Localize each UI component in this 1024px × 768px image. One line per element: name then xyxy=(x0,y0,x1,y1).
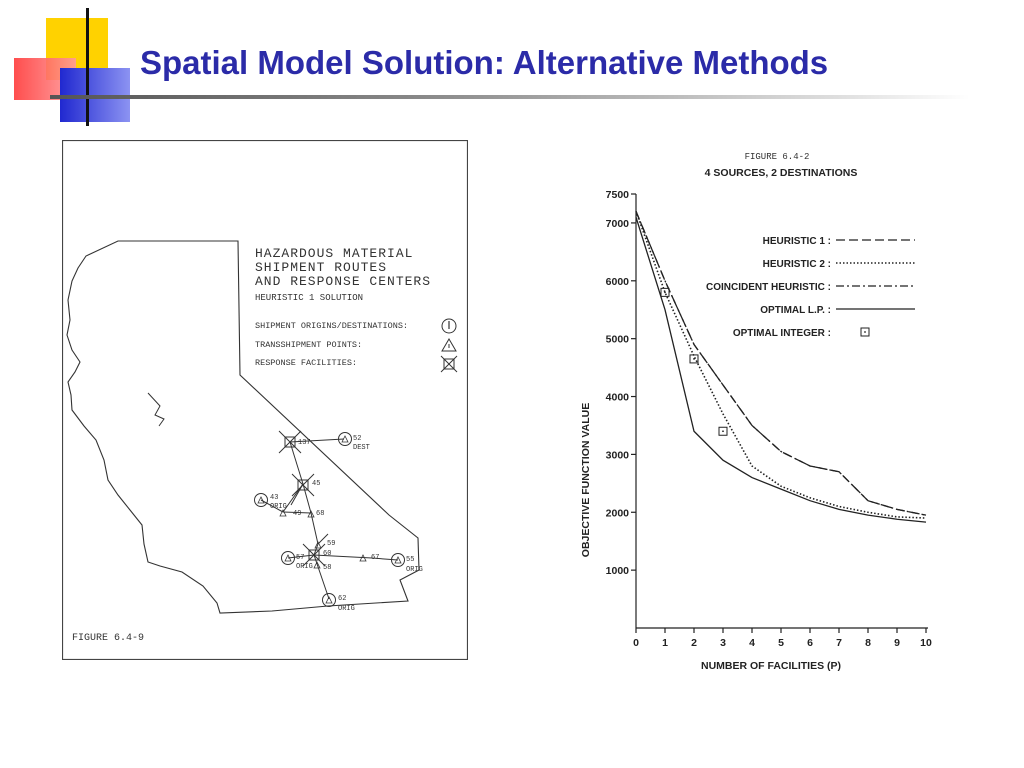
y-axis-label: OBJECTIVE FUNCTION VALUE xyxy=(580,403,592,557)
node-49-label: 49 xyxy=(293,510,301,518)
title-underline xyxy=(50,95,970,99)
y-tick-label: 6000 xyxy=(606,276,630,288)
triangle-icon xyxy=(441,338,457,352)
x-tick-label: 9 xyxy=(894,637,900,649)
node-57-orig-label: ORIG xyxy=(296,563,313,571)
slide-title: Spatial Model Solution: Alternative Meth… xyxy=(140,44,829,81)
legend-transshipment-label: TRANSSHIPMENT POINTS: xyxy=(255,340,362,350)
x-tick-label: 3 xyxy=(720,637,726,649)
transship-67 xyxy=(359,554,367,562)
legend-label: COINCIDENT HEURISTIC : xyxy=(706,282,831,293)
optimal-integer-point xyxy=(689,354,699,364)
response-facility-45 xyxy=(291,473,315,497)
x-ticks: 0 1 2 3 4 5 6 7 8 9 10 xyxy=(633,628,932,649)
cross-box-icon xyxy=(440,355,458,373)
x-tick-label: 0 xyxy=(633,637,639,649)
legend-swatch-optimal-integer xyxy=(860,327,870,337)
x-tick-label: 5 xyxy=(778,637,784,649)
node-62-orig-label: ORIG xyxy=(338,605,355,613)
chart-figure-label: FIGURE 6.4-2 xyxy=(745,152,810,162)
map-title-line-1: HAZARDOUS MATERIAL xyxy=(255,246,413,261)
chart-legend: HEURISTIC 1 : HEURISTIC 2 : COINCIDENT HEU… xyxy=(706,236,915,339)
x-tick-label: 4 xyxy=(749,637,755,649)
y-ticks: 1000 2000 3000 4000 5000 6000 7000 7500 xyxy=(606,189,636,577)
chart-title: 4 SOURCES, 2 DESTINATIONS xyxy=(705,167,858,179)
map-subtitle: HEURISTIC 1 SOLUTION xyxy=(255,293,363,303)
y-tick-label: 4000 xyxy=(606,392,630,404)
x-tick-label: 7 xyxy=(836,637,842,649)
transship-58 xyxy=(313,561,321,569)
x-tick-label: 10 xyxy=(920,637,932,649)
legend-swatch-optimal-integer-dot xyxy=(864,331,866,333)
node-67-label: 67 xyxy=(371,554,379,562)
node-55-orig-label: ORIG xyxy=(406,566,423,574)
transship-68 xyxy=(307,510,315,518)
map-title-line-3: AND RESPONSE CENTERS xyxy=(255,274,431,289)
transship-49 xyxy=(279,509,287,517)
node-60-label: 60 xyxy=(323,550,331,558)
node-52-dest-label: DEST xyxy=(353,444,370,452)
bay-area-coast xyxy=(147,392,165,427)
y-tick-label: 7000 xyxy=(606,218,630,230)
node-55-label: 55 xyxy=(406,556,414,564)
series-line-dotted xyxy=(635,211,927,519)
x-axis-label: NUMBER OF FACILITIES (P) xyxy=(701,660,841,672)
transship-59 xyxy=(314,541,322,549)
response-facility-60 xyxy=(302,543,326,567)
y-tick-label: 7500 xyxy=(606,189,630,201)
origin-57 xyxy=(281,551,295,565)
map-svg: HAZARDOUS MATERIAL SHIPMENT ROUTES AND R… xyxy=(61,139,469,661)
node-52-label: 52 xyxy=(353,435,361,443)
legend-label: OPTIMAL L.P. : xyxy=(760,305,831,316)
series-lines xyxy=(635,211,927,523)
node-45-label: 45 xyxy=(312,480,320,488)
map-frame xyxy=(61,139,469,661)
series-line-dashed xyxy=(635,211,927,516)
x-tick-label: 2 xyxy=(691,637,697,649)
node-43-orig-label: ORIG xyxy=(270,503,287,511)
chart-figure: FIGURE 6.4-2 4 SOURCES, 2 DESTINATIONS O… xyxy=(555,140,955,690)
node-68-label: 68 xyxy=(316,510,324,518)
map-figure: HAZARDOUS MATERIAL SHIPMENT ROUTES AND R… xyxy=(61,139,469,661)
chart-svg: FIGURE 6.4-2 4 SOURCES, 2 DESTINATIONS O… xyxy=(580,152,932,672)
node-58-label: 58 xyxy=(323,564,331,572)
optimal-integer-point xyxy=(660,287,670,297)
california-outline xyxy=(66,240,420,614)
circle-bar-icon xyxy=(441,318,457,334)
legend-label: HEURISTIC 1 : xyxy=(763,236,831,247)
map-caption: FIGURE 6.4-9 xyxy=(72,633,144,644)
node-137-label: 137 xyxy=(298,439,311,447)
node-59-label: 59 xyxy=(327,540,335,548)
origin-43 xyxy=(254,493,268,507)
optimal-integer-point-dot xyxy=(722,430,724,433)
origin-52 xyxy=(338,432,352,446)
decor-vertical-line xyxy=(86,8,89,126)
y-tick-label: 3000 xyxy=(606,449,630,461)
y-tick-label: 5000 xyxy=(606,334,630,346)
map-title-line-2: SHIPMENT ROUTES xyxy=(255,260,387,275)
optimal-integer-point xyxy=(718,426,728,436)
optimal-integer-point-dot xyxy=(693,358,695,360)
response-facility-137 xyxy=(278,430,302,454)
series-line-solid xyxy=(635,216,927,523)
y-tick-label: 1000 xyxy=(606,565,630,577)
origin-62 xyxy=(322,593,336,607)
legend-label: OPTIMAL INTEGER : xyxy=(733,328,831,339)
x-tick-label: 6 xyxy=(807,637,813,649)
legend-label: HEURISTIC 2 : xyxy=(763,259,831,270)
x-tick-label: 8 xyxy=(865,637,871,649)
node-43-label: 43 xyxy=(270,494,278,502)
node-57-label: 57 xyxy=(296,554,304,562)
optimal-integer-point-dot xyxy=(664,291,666,294)
series-line-dashdot xyxy=(635,211,927,516)
x-tick-label: 1 xyxy=(662,637,668,649)
node-62-label: 62 xyxy=(338,595,346,603)
legend-response-label: RESPONSE FACILITIES: xyxy=(255,358,357,368)
origin-55 xyxy=(391,553,405,567)
legend-origins-label: SHIPMENT ORIGINS/DESTINATIONS: xyxy=(255,321,408,331)
y-tick-label: 2000 xyxy=(606,507,630,519)
